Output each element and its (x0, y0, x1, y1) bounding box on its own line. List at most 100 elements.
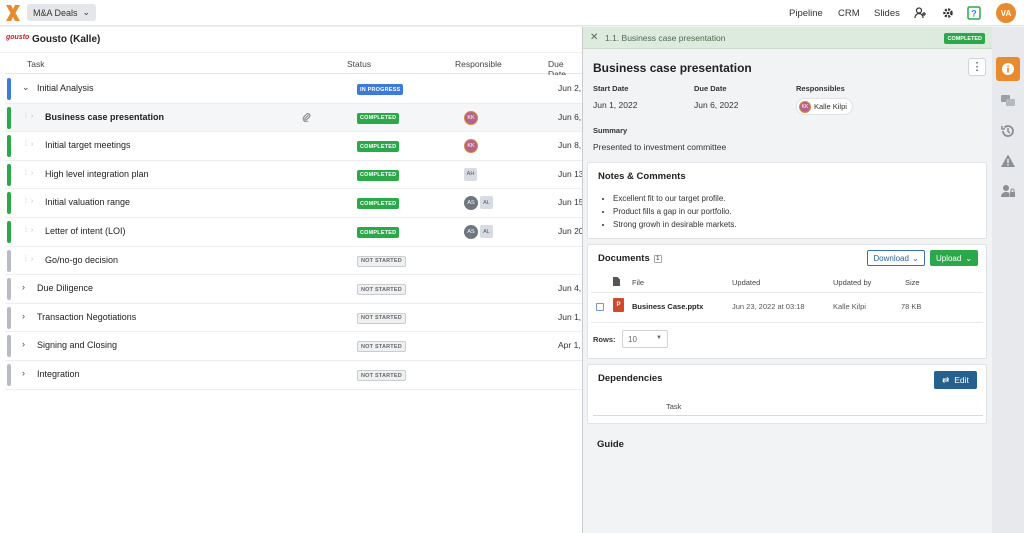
task-name[interactable]: Integration (37, 369, 80, 379)
col-responsible[interactable]: Responsible (455, 59, 502, 69)
table-row[interactable]: ⁞ › Letter of intent (LOI) COMPLETED AS AL Ju… (5, 218, 584, 247)
info-tab[interactable] (996, 57, 1020, 81)
status-color-bar (7, 135, 11, 158)
drag-handle-icon[interactable]: ⁞ › (25, 227, 35, 234)
help-icon[interactable]: ? (967, 6, 981, 20)
table-row[interactable]: ⁞ › Business case presentation COMPLETED KK… (5, 103, 582, 133)
status-badge[interactable]: NOT STARTED (357, 370, 406, 381)
info-icon (1002, 63, 1014, 75)
warning-icon[interactable] (1000, 153, 1016, 169)
status-badge[interactable]: COMPLETED (357, 198, 400, 210)
status-badge[interactable]: COMPLETED (357, 141, 400, 153)
edit-label: Edit (954, 375, 969, 385)
app-logo-icon[interactable] (5, 4, 21, 22)
status-badge[interactable]: COMPLETED (357, 227, 400, 238)
avatar[interactable]: AL (480, 196, 493, 210)
paperclip-icon[interactable] (302, 112, 311, 122)
rows-per-page-select[interactable]: 10 ▼ (622, 330, 668, 348)
col-updated[interactable]: Updated (732, 278, 761, 287)
status-color-bar (7, 192, 11, 215)
avatar[interactable]: AS (464, 225, 478, 239)
task-name[interactable]: Transaction Negotiations (37, 311, 137, 322)
drag-handle-icon[interactable]: ⁞ › (25, 141, 35, 149)
status-badge[interactable]: NOT STARTED (357, 312, 406, 324)
col-updated-by[interactable]: Updated by (833, 278, 872, 287)
table-row[interactable]: › Signing and Closing NOT STARTED Apr 1, (5, 332, 582, 361)
avatar[interactable]: AL (480, 225, 493, 238)
document-checkbox[interactable] (596, 303, 604, 311)
drag-handle-icon[interactable]: ⁞ › (25, 198, 35, 206)
status-badge[interactable]: COMPLETED (357, 112, 400, 124)
status-badge[interactable]: COMPLETED (944, 33, 985, 44)
table-row[interactable]: ⁞ › High level integration plan COMPLETED A… (5, 160, 584, 190)
table-row[interactable]: ⁞ › Initial valuation range COMPLETED AS AL J… (5, 189, 584, 218)
chevron-down-icon: ⌄ (911, 253, 919, 263)
history-icon[interactable] (1000, 123, 1016, 139)
col-status[interactable]: Status (347, 59, 372, 69)
upload-button[interactable]: Upload ⌄ (930, 250, 978, 266)
drag-handle-icon[interactable]: ⁞ › (25, 255, 35, 263)
drag-handle-icon[interactable]: ⁞ › (25, 112, 35, 120)
nav-pipeline[interactable]: Pipeline (789, 7, 823, 19)
responsible-chip[interactable]: KK Kalle Kilpi (796, 98, 853, 115)
status-badge[interactable]: NOT STARTED (357, 255, 406, 267)
download-button[interactable]: Download ⌄ (867, 250, 925, 266)
chevron-right-icon[interactable]: › (22, 310, 25, 321)
table-row[interactable]: › Integration NOT STARTED (5, 361, 582, 390)
edit-dependencies-button[interactable]: ⇄ Edit (934, 371, 977, 389)
dependencies-title: Dependencies (598, 373, 663, 384)
gear-icon[interactable] (941, 6, 955, 20)
notes-list[interactable]: Excellent fit to our target profile. Pro… (613, 192, 737, 231)
task-name[interactable]: Initial target meetings (45, 140, 131, 151)
table-row[interactable]: › Due Diligence NOT STARTED Jun 4, (5, 275, 582, 304)
col-size[interactable]: Size (905, 278, 920, 287)
avatar[interactable]: AH (464, 167, 477, 181)
file-icon (613, 277, 620, 286)
status-badge[interactable]: NOT STARTED (357, 341, 406, 353)
status-badge[interactable]: NOT STARTED (357, 284, 406, 296)
table-row[interactable]: › Transaction Negotiations NOT STARTED Jun … (5, 303, 582, 333)
task-name[interactable]: Due Diligence (37, 283, 94, 294)
task-name[interactable]: Letter of intent (LOI) (45, 226, 126, 236)
document-size: 78 KB (901, 302, 922, 311)
drag-handle-icon[interactable]: ⁞ › (25, 169, 35, 177)
chevron-right-icon[interactable]: › (22, 368, 25, 378)
avatar[interactable]: KK (464, 139, 478, 154)
table-row[interactable]: ⌄ Initial Analysis IN PROGRESS Jun 2, (5, 75, 582, 104)
due-date: Jun 1, (558, 311, 582, 322)
divider (591, 322, 983, 323)
due-date-label: Due Date (694, 84, 727, 93)
task-name[interactable]: Business case presentation (45, 111, 165, 122)
nav-crm[interactable]: CRM (838, 7, 860, 19)
document-name[interactable]: Business Case.pptx (632, 302, 704, 311)
status-badge[interactable]: COMPLETED (357, 169, 400, 181)
table-row[interactable]: ⁞ › Go/no-go decision NOT STARTED (5, 246, 582, 276)
close-icon[interactable]: ✕ (590, 32, 599, 43)
col-task[interactable]: Task (27, 59, 45, 69)
avatar[interactable]: AS (464, 196, 478, 211)
user-lock-icon[interactable] (1000, 183, 1016, 199)
table-row[interactable]: ⁞ › Initial target meetings COMPLETED KK Jun… (5, 132, 582, 161)
rows-label: Rows: (593, 335, 616, 344)
task-name[interactable]: High level integration plan (45, 168, 149, 179)
guide-title[interactable]: Guide (597, 439, 624, 450)
task-name[interactable]: Initial valuation range (45, 197, 131, 208)
task-name[interactable]: Go/no-go decision (45, 254, 119, 265)
task-name[interactable]: Signing and Closing (37, 340, 118, 351)
col-due-date[interactable]: Due Date (548, 59, 566, 79)
comments-icon[interactable] (1000, 93, 1016, 109)
more-options-button[interactable]: ⋮ (968, 58, 986, 76)
status-color-bar (7, 364, 11, 386)
due-date: Jun 6, (558, 111, 582, 122)
nav-slides[interactable]: Slides (874, 7, 900, 19)
col-file[interactable]: File (632, 278, 645, 287)
users-icon[interactable] (914, 6, 928, 20)
status-badge[interactable]: IN PROGRESS (357, 84, 404, 95)
chevron-down-icon[interactable]: ⌄ (22, 82, 30, 92)
user-avatar[interactable]: VA (996, 3, 1016, 23)
task-name[interactable]: Initial Analysis (37, 83, 94, 93)
deal-selector[interactable]: M&A Deals ⌄ (27, 4, 97, 21)
avatar[interactable]: KK (464, 110, 478, 125)
chevron-right-icon[interactable]: › (22, 282, 25, 293)
chevron-right-icon[interactable]: › (22, 339, 25, 350)
